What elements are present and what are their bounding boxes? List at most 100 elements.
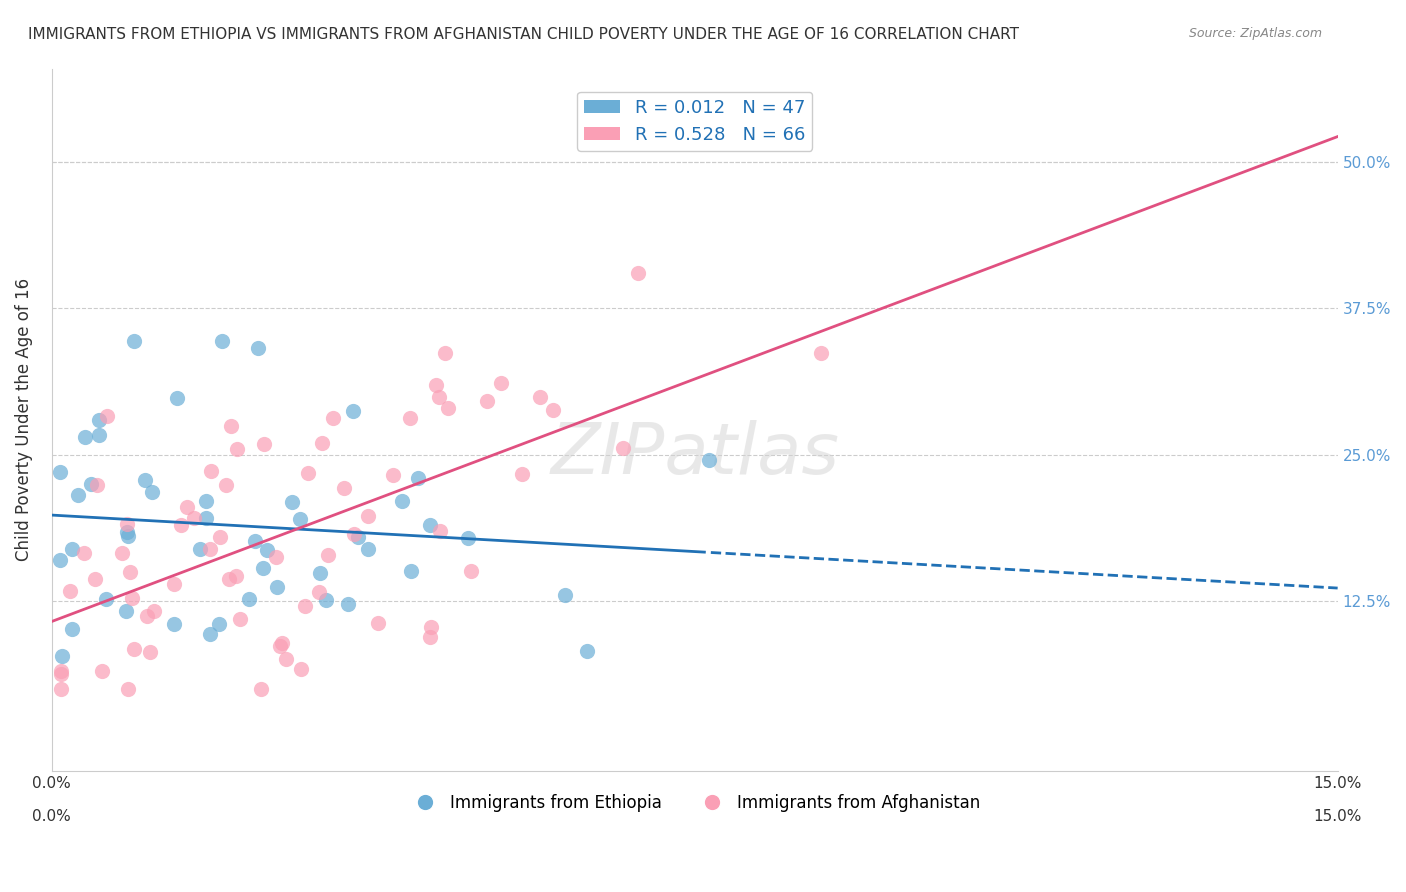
Immigrants from Ethiopia — [87, 428, 110, 442]
Immigrants from Afghanistan — [489, 376, 512, 391]
Immigrants from Ethiopia — [266, 580, 288, 594]
Immigrants from Ethiopia — [51, 648, 73, 663]
Immigrants from Afghanistan — [627, 266, 650, 280]
Immigrants from Afghanistan — [429, 524, 451, 538]
Immigrants from Ethiopia — [554, 588, 576, 602]
Immigrants from Afghanistan — [122, 641, 145, 656]
Immigrants from Afghanistan — [200, 464, 222, 478]
Immigrants from Afghanistan — [343, 527, 366, 541]
Immigrants from Afghanistan — [91, 664, 114, 678]
Immigrants from Afghanistan — [96, 409, 118, 423]
Immigrants from Afghanistan — [810, 346, 832, 360]
Immigrants from Afghanistan — [225, 569, 247, 583]
Immigrants from Afghanistan — [433, 345, 456, 359]
Immigrants from Afghanistan — [218, 572, 240, 586]
Immigrants from Ethiopia — [73, 430, 96, 444]
Immigrants from Afghanistan — [117, 681, 139, 696]
Immigrants from Ethiopia — [342, 404, 364, 418]
Immigrants from Afghanistan — [143, 604, 166, 618]
Immigrants from Afghanistan — [120, 565, 142, 579]
Immigrants from Ethiopia — [315, 593, 337, 607]
Immigrants from Afghanistan — [264, 549, 287, 564]
Immigrants from Ethiopia — [309, 566, 332, 580]
Immigrants from Ethiopia — [419, 518, 441, 533]
Text: 15.0%: 15.0% — [1313, 809, 1362, 824]
Legend: Immigrants from Ethiopia, Immigrants from Afghanistan: Immigrants from Ethiopia, Immigrants fro… — [402, 788, 987, 819]
Immigrants from Afghanistan — [51, 666, 73, 681]
Text: ZIPatlas: ZIPatlas — [550, 420, 839, 489]
Immigrants from Ethiopia — [114, 604, 136, 618]
Immigrants from Ethiopia — [60, 541, 83, 556]
Immigrants from Afghanistan — [427, 390, 450, 404]
Immigrants from Afghanistan — [219, 419, 242, 434]
Immigrants from Ethiopia — [357, 541, 380, 556]
Immigrants from Ethiopia — [115, 525, 138, 540]
Immigrants from Afghanistan — [460, 564, 482, 578]
Immigrants from Afghanistan — [86, 477, 108, 491]
Immigrants from Ethiopia — [96, 591, 118, 606]
Immigrants from Ethiopia — [195, 493, 218, 508]
Immigrants from Ethiopia — [256, 543, 278, 558]
Immigrants from Afghanistan — [322, 410, 344, 425]
Immigrants from Afghanistan — [276, 652, 298, 666]
Immigrants from Ethiopia — [66, 487, 89, 501]
Immigrants from Ethiopia — [122, 334, 145, 348]
Immigrants from Ethiopia — [399, 564, 422, 578]
Immigrants from Afghanistan — [163, 577, 186, 591]
Immigrants from Afghanistan — [59, 584, 82, 599]
Immigrants from Ethiopia — [194, 511, 217, 525]
Immigrants from Afghanistan — [228, 612, 250, 626]
Immigrants from Afghanistan — [541, 402, 564, 417]
Immigrants from Afghanistan — [316, 548, 339, 562]
Immigrants from Ethiopia — [281, 495, 304, 509]
Immigrants from Ethiopia — [49, 465, 72, 479]
Immigrants from Afghanistan — [117, 517, 139, 532]
Immigrants from Ethiopia — [347, 530, 370, 544]
Immigrants from Afghanistan — [73, 545, 96, 559]
Immigrants from Ethiopia — [80, 477, 103, 491]
Immigrants from Ethiopia — [408, 471, 430, 485]
Immigrants from Ethiopia — [117, 529, 139, 543]
Immigrants from Afghanistan — [139, 644, 162, 658]
Text: 0.0%: 0.0% — [32, 809, 72, 824]
Immigrants from Ethiopia — [198, 627, 221, 641]
Immigrants from Afghanistan — [176, 500, 198, 515]
Immigrants from Afghanistan — [311, 436, 333, 450]
Immigrants from Afghanistan — [269, 639, 291, 653]
Immigrants from Ethiopia — [391, 493, 413, 508]
Immigrants from Afghanistan — [529, 390, 551, 404]
Immigrants from Ethiopia — [188, 542, 211, 557]
Immigrants from Ethiopia — [288, 512, 311, 526]
Immigrants from Afghanistan — [308, 585, 330, 599]
Immigrants from Afghanistan — [183, 510, 205, 524]
Immigrants from Ethiopia — [163, 617, 186, 632]
Immigrants from Afghanistan — [297, 466, 319, 480]
Immigrants from Afghanistan — [198, 541, 221, 556]
Immigrants from Afghanistan — [333, 481, 356, 495]
Immigrants from Afghanistan — [420, 620, 443, 634]
Immigrants from Afghanistan — [136, 608, 159, 623]
Immigrants from Afghanistan — [290, 662, 312, 676]
Immigrants from Afghanistan — [419, 630, 441, 644]
Immigrants from Afghanistan — [294, 599, 316, 613]
Immigrants from Ethiopia — [211, 334, 233, 348]
Immigrants from Afghanistan — [209, 530, 232, 544]
Immigrants from Afghanistan — [475, 393, 498, 408]
Immigrants from Ethiopia — [60, 622, 83, 636]
Immigrants from Ethiopia — [697, 453, 720, 467]
Immigrants from Ethiopia — [49, 552, 72, 566]
Immigrants from Afghanistan — [215, 478, 238, 492]
Immigrants from Afghanistan — [253, 436, 276, 450]
Immigrants from Afghanistan — [271, 636, 294, 650]
Text: IMMIGRANTS FROM ETHIOPIA VS IMMIGRANTS FROM AFGHANISTAN CHILD POVERTY UNDER THE : IMMIGRANTS FROM ETHIOPIA VS IMMIGRANTS F… — [28, 27, 1019, 42]
Immigrants from Afghanistan — [111, 546, 134, 560]
Immigrants from Afghanistan — [437, 401, 460, 415]
Text: Source: ZipAtlas.com: Source: ZipAtlas.com — [1188, 27, 1322, 40]
Immigrants from Afghanistan — [51, 665, 73, 679]
Immigrants from Ethiopia — [252, 560, 274, 574]
Immigrants from Afghanistan — [121, 591, 143, 605]
Immigrants from Ethiopia — [208, 616, 231, 631]
Immigrants from Ethiopia — [246, 341, 269, 355]
Immigrants from Ethiopia — [238, 592, 260, 607]
Immigrants from Afghanistan — [381, 468, 404, 483]
